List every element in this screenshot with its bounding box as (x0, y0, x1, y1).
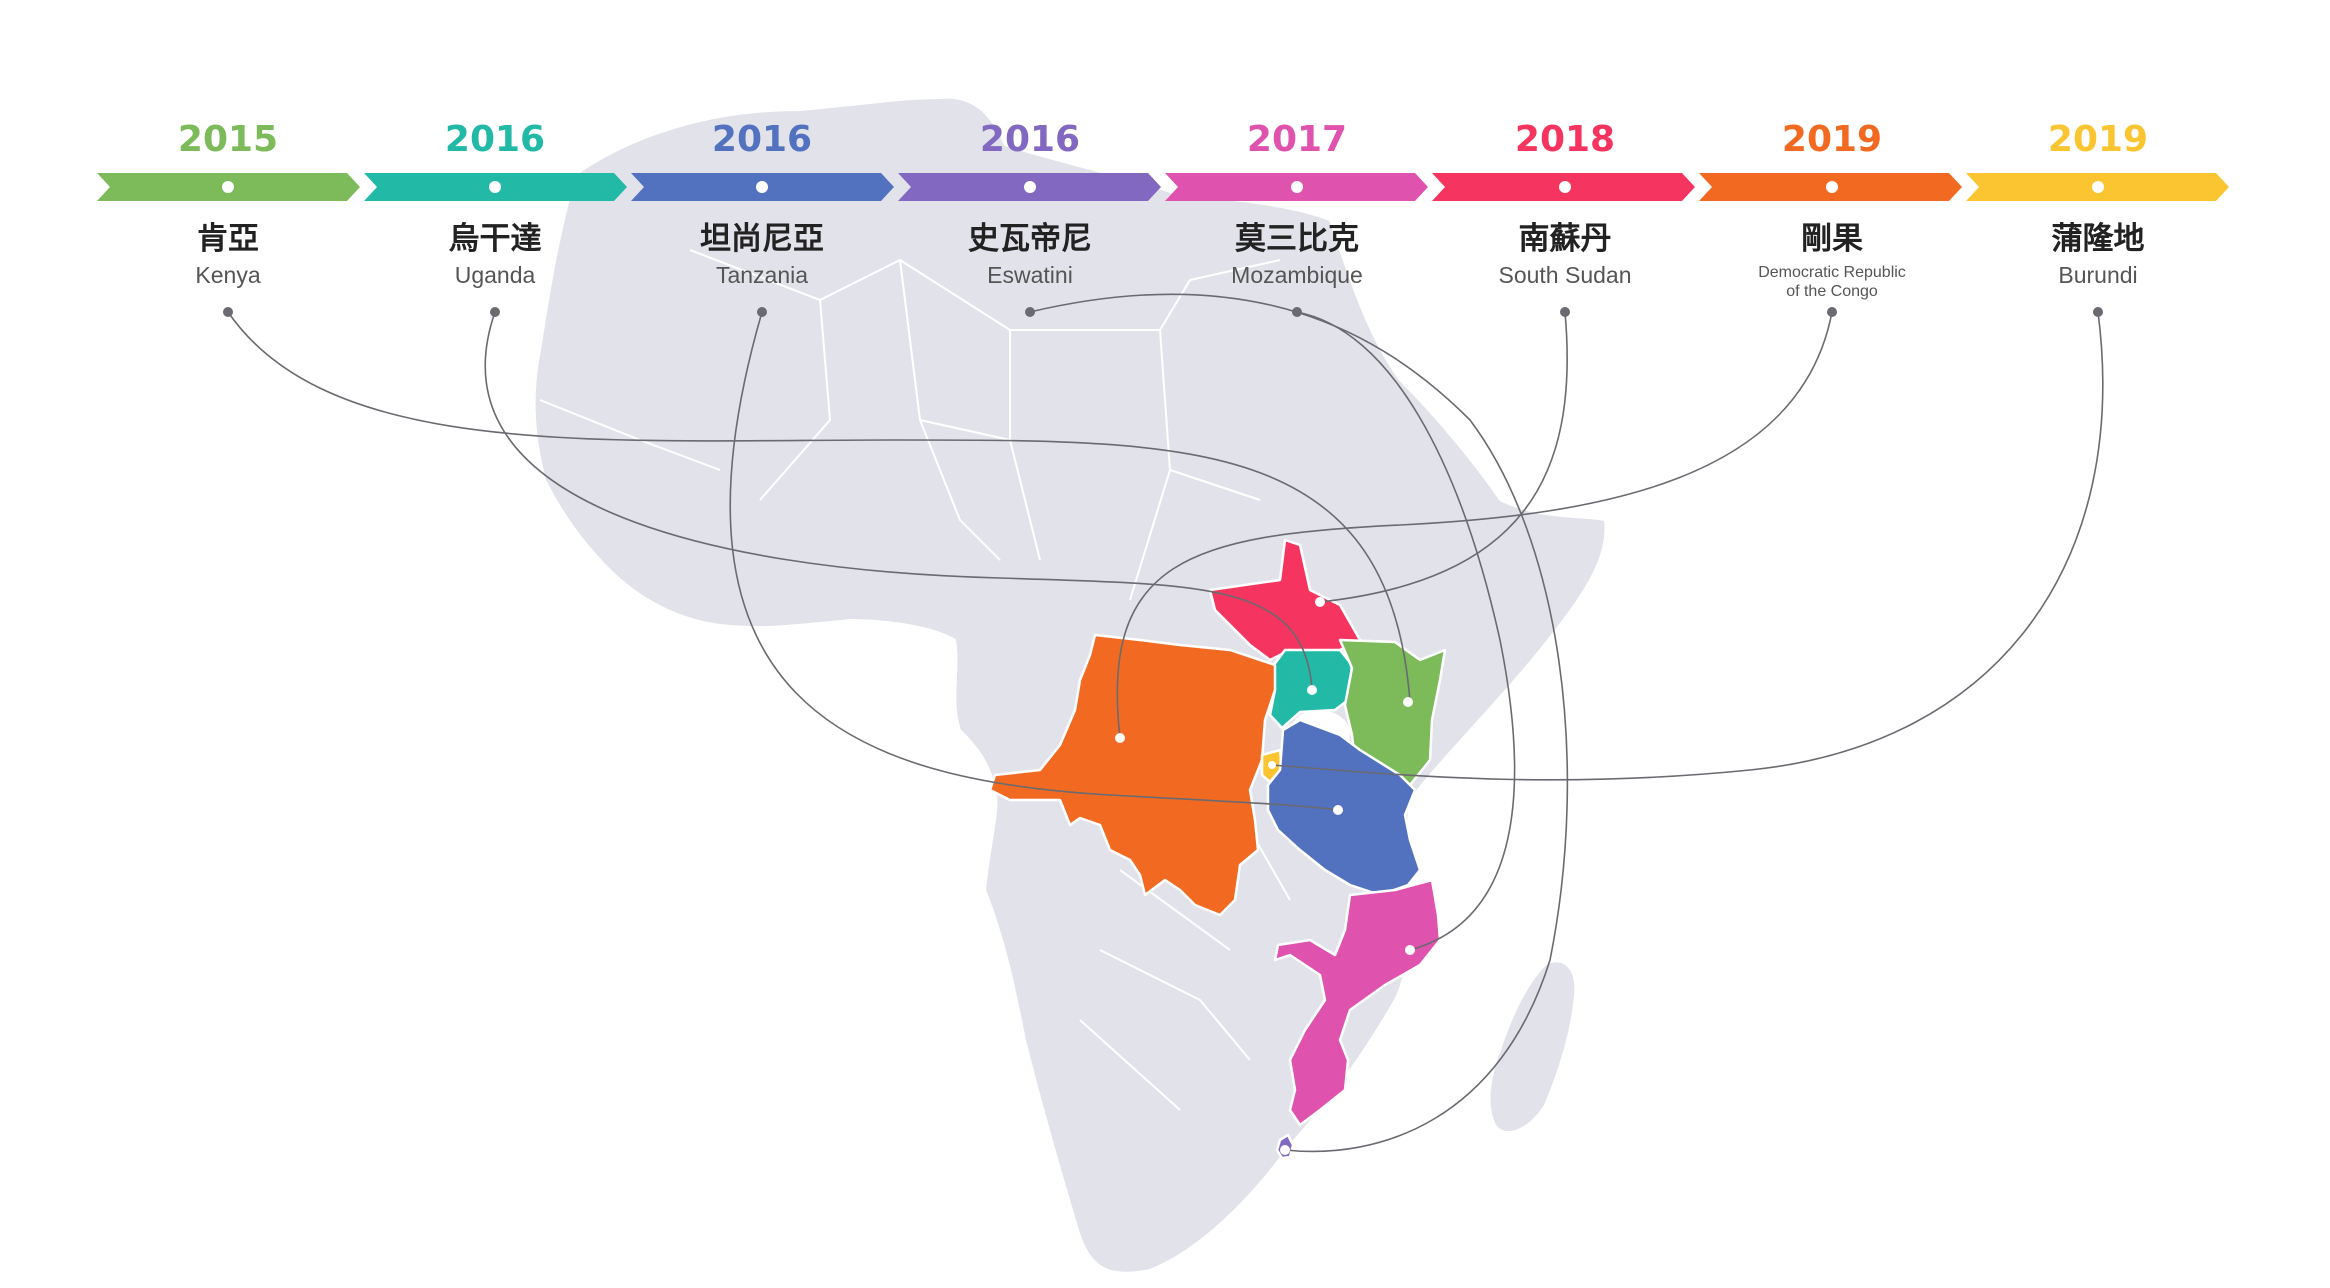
connector-dot (490, 307, 500, 317)
connector-burundi (1271, 311, 2104, 781)
timeline-year: 2019 (1782, 119, 1882, 160)
connector-kenya (227, 311, 1411, 703)
timeline-step: 2019 剛果 Democratic Republic of the Congo (1699, 119, 1962, 317)
connector-mozambique (1296, 311, 1516, 951)
connector-dot (2093, 307, 2103, 317)
marker-drc (1115, 733, 1125, 743)
timeline-year: 2017 (1247, 119, 1347, 160)
country-name-en: Eswatini (987, 262, 1073, 288)
connector-dot (1827, 307, 1837, 317)
timeline-year: 2016 (980, 119, 1080, 160)
country-name-zh: 史瓦帝尼 (968, 221, 1092, 257)
connector-dot (223, 307, 233, 317)
timeline-step: 2019 蒲隆地 Burundi (1966, 119, 2229, 317)
timeline: 2015 肯亞 Kenya 2016 烏干達 Uganda 2016 坦尚尼亞 … (97, 119, 2229, 317)
marker-mozambique (1405, 945, 1415, 955)
country-name-en-line2: of the Congo (1786, 283, 1878, 300)
country-name-en: Mozambique (1231, 262, 1363, 288)
country-markers (1115, 597, 1415, 1155)
country-name-en: Kenya (195, 262, 260, 288)
timeline-year: 2016 (445, 119, 545, 160)
timeline-step: 2018 南蘇丹 South Sudan (1432, 119, 1695, 317)
marker-burundi (1268, 761, 1276, 769)
timeline-year: 2015 (178, 119, 278, 160)
connector-south-sudan (1319, 311, 1568, 603)
timeline-step: 2017 莫三比克 Mozambique (1165, 119, 1428, 317)
country-name-en: South Sudan (1498, 262, 1631, 288)
timeline-year: 2018 (1515, 119, 1615, 160)
connector-dot (757, 307, 767, 317)
timeline-step: 2016 史瓦帝尼 Eswatini (898, 119, 1161, 317)
country-name-zh: 烏干達 (449, 221, 542, 257)
country-name-zh: 坦尚尼亞 (700, 221, 824, 257)
country-mozambique (1273, 878, 1442, 1127)
marker-south-sudan (1315, 597, 1325, 607)
timeline-year: 2016 (712, 119, 812, 160)
connector-dot (1025, 307, 1035, 317)
timeline-step: 2016 坦尚尼亞 Tanzania (631, 119, 894, 317)
marker-uganda (1307, 685, 1317, 695)
timeline-dot (756, 181, 768, 193)
timeline-dot (1826, 181, 1838, 193)
marker-eswatini (1280, 1145, 1290, 1155)
country-name-zh: 莫三比克 (1235, 221, 1359, 257)
timeline-step: 2016 烏干達 Uganda (364, 119, 627, 317)
timeline-dot (2092, 181, 2104, 193)
country-name-zh: 蒲隆地 (2052, 221, 2145, 257)
connector-uganda (484, 311, 1313, 691)
country-name-zh: 南蘇丹 (1519, 221, 1612, 257)
country-tanzania (1266, 718, 1422, 897)
connector-dot (1292, 307, 1302, 317)
madagascar (1488, 960, 1577, 1134)
timeline-dot (1291, 181, 1303, 193)
marker-tanzania (1333, 805, 1343, 815)
country-name-en-line1: Democratic Republic (1758, 264, 1906, 281)
timeline-dot (489, 181, 501, 193)
timeline-step: 2015 肯亞 Kenya (97, 119, 360, 317)
timeline-dot (1024, 181, 1036, 193)
timeline-dot (1559, 181, 1571, 193)
marker-kenya (1403, 697, 1413, 707)
country-name-zh: 肯亞 (197, 221, 259, 257)
country-drc (988, 633, 1277, 917)
country-name-en: Uganda (455, 262, 536, 288)
connector-drc (1116, 311, 1833, 739)
country-name-en: Tanzania (716, 262, 808, 288)
connector-dot (1560, 307, 1570, 317)
country-name-en: Burundi (2058, 262, 2137, 288)
country-name-zh: 剛果 (1801, 221, 1863, 257)
connector-tanzania (729, 311, 1339, 811)
connector-lines (227, 293, 2104, 1153)
timeline-year: 2019 (2048, 119, 2148, 160)
timeline-dot (222, 181, 234, 193)
